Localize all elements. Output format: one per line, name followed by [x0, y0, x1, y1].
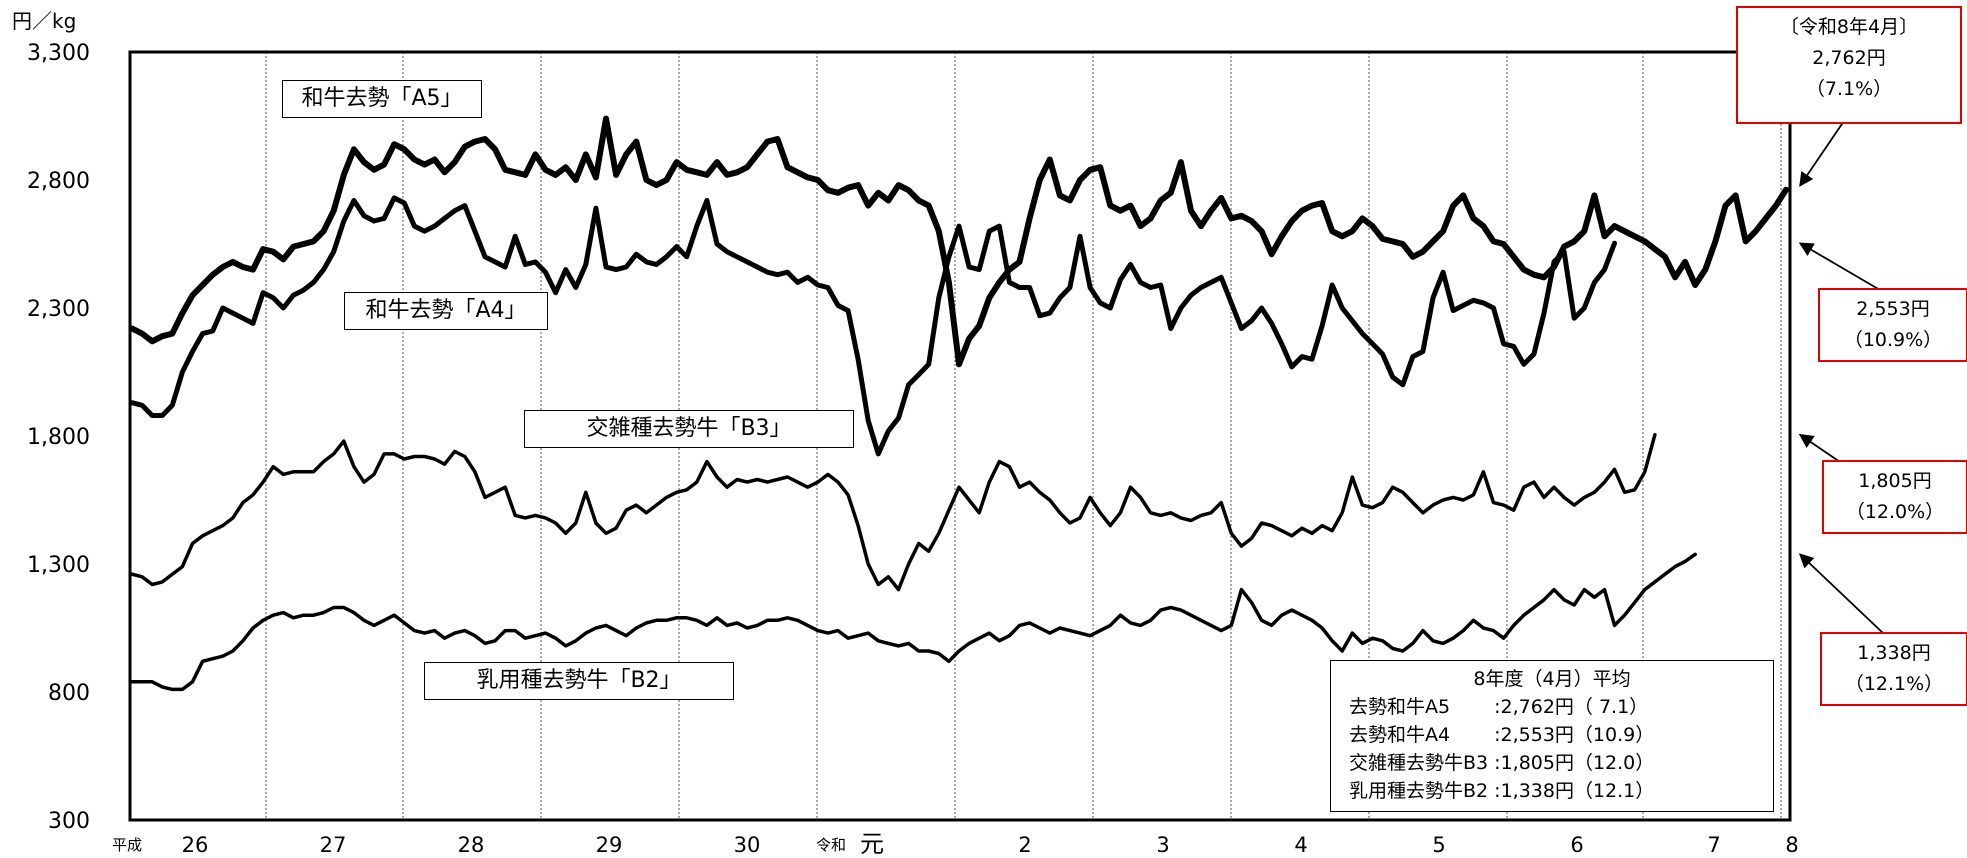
- plot-frame: [128, 50, 1792, 822]
- x-year-label-1: 27: [320, 833, 347, 857]
- series-line-1: [129, 195, 1617, 457]
- callout-b3: 1,805円 （12.0%）: [1822, 460, 1967, 534]
- callout-arrows: [1798, 117, 1885, 635]
- y-tick-label-2: 2,300: [27, 297, 90, 322]
- x-year-label-9: 5: [1432, 833, 1445, 857]
- callout-b3-line1: 1,805円: [1858, 470, 1932, 492]
- summary-row-a5: 去勢和牛A5 :2,762円（ 7.1）: [1349, 696, 1649, 718]
- y-tick-label-1: 2,800: [27, 169, 90, 194]
- x-year-label-2: 28: [458, 833, 485, 857]
- series-label-a5: 和牛去勢「A5」: [282, 80, 482, 118]
- x-year-label-10: 6: [1570, 833, 1583, 857]
- callout-arrow-3: [1798, 553, 1885, 635]
- summary-row-a4: 去勢和牛A4 :2,553円（10.9）: [1349, 724, 1655, 746]
- x-year-label-7: 3: [1156, 833, 1169, 857]
- y-unit-label: 円／kg: [12, 9, 76, 33]
- x-year-label-8: 4: [1294, 833, 1307, 857]
- series-label-b3: 交雑種去勢牛「B3」: [524, 410, 854, 448]
- summary-box: 8年度（4月）平均 去勢和牛A5 :2,762円（ 7.1） 去勢和牛A4 :2…: [1330, 660, 1774, 812]
- callout-a5-line3: （7.1%）: [1805, 78, 1893, 100]
- series-line-2: [130, 432, 1657, 592]
- callout-b2-line2: （12.1%）: [1844, 673, 1944, 695]
- x-axis-labels: 平成 令和 26 27 28 29 30 元 2 3 4 5 6 7 8: [112, 830, 1799, 858]
- callout-a5: 〔令和8年4月〕 2,762円 （7.1%）: [1736, 6, 1962, 124]
- callout-a4: 2,553円 （10.9%）: [1818, 288, 1967, 362]
- x-era-label-0: 平成: [112, 836, 142, 854]
- series-line-0: [129, 115, 1789, 368]
- callout-a5-line1: 〔令和8年4月〕: [1779, 16, 1919, 38]
- series-label-a4: 和牛去勢「A4」: [344, 292, 548, 330]
- y-axis-ticks: 3,300 2,800 2,300 1,800 1,300 800 300: [27, 41, 90, 834]
- callout-arrow-2: [1798, 433, 1841, 463]
- x-year-label-6: 2: [1018, 833, 1031, 857]
- callout-b2-line1: 1,338円: [1857, 642, 1931, 664]
- callout-arrow-1: [1798, 242, 1881, 291]
- summary-row-b2: 乳用種去勢牛B2 :1,338円（12.1）: [1349, 780, 1655, 802]
- callout-a4-line2: （10.9%）: [1843, 329, 1943, 351]
- callout-arrow-0: [1799, 117, 1847, 187]
- callout-a5-line2: 2,762円: [1812, 47, 1886, 69]
- series-label-b2: 乳用種去勢牛「B2」: [424, 662, 734, 700]
- x-era-label-1: 令和: [816, 836, 846, 854]
- series-line-3: [130, 552, 1697, 692]
- x-year-label-5: 元: [860, 830, 884, 858]
- y-tick-label-3: 1,800: [27, 425, 90, 450]
- x-year-label-11: 7: [1707, 833, 1720, 857]
- summary-row-b3: 交雑種去勢牛B3 :1,805円（12.0）: [1349, 752, 1655, 774]
- x-year-label-3: 29: [596, 833, 623, 857]
- summary-title: 8年度（4月）平均: [1473, 668, 1631, 690]
- x-year-label-4: 30: [734, 833, 761, 857]
- x-year-label-12: 8: [1785, 833, 1798, 857]
- callout-a4-line1: 2,553円: [1856, 298, 1930, 320]
- series-lines: [129, 115, 1789, 692]
- callout-b3-line2: （12.0%）: [1845, 501, 1945, 523]
- x-year-label-0: 26: [182, 833, 209, 857]
- y-tick-label-5: 800: [48, 681, 90, 706]
- y-tick-label-6: 300: [48, 809, 90, 834]
- y-tick-label-0: 3,300: [27, 41, 90, 66]
- y-tick-label-4: 1,300: [27, 553, 90, 578]
- callout-b2: 1,338円 （12.1%）: [1820, 632, 1967, 706]
